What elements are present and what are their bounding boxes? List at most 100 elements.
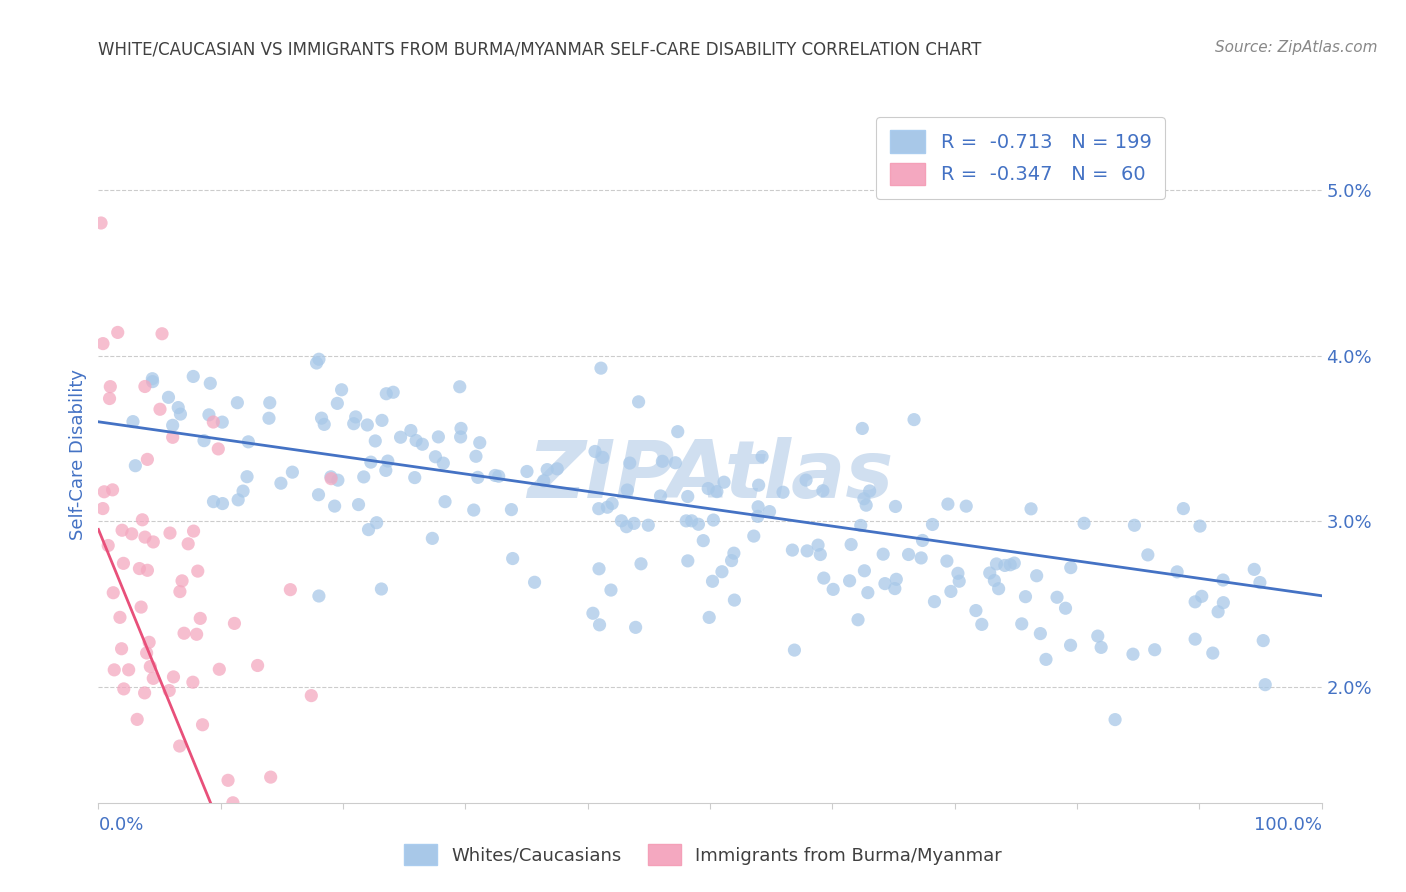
Text: 100.0%: 100.0% (1254, 816, 1322, 834)
Point (260, 770, 283, 784)
Point (897, 548, 920, 562)
Point (1029, 626, 1052, 640)
Point (630, 557, 652, 571)
Point (588, 617, 610, 632)
Point (434, 494, 457, 508)
Point (162, 670, 184, 684)
Point (321, 472, 343, 486)
Point (702, 513, 724, 527)
Point (924, 594, 946, 608)
Point (664, 456, 686, 470)
Point (523, 575, 546, 590)
Point (588, 562, 610, 576)
Point (356, 417, 378, 432)
Point (1136, 548, 1159, 562)
Point (651, 454, 673, 468)
Point (1249, 575, 1271, 590)
Point (859, 483, 882, 498)
Point (121, 526, 143, 541)
Point (1073, 516, 1095, 531)
Point (502, 551, 524, 566)
Point (1143, 642, 1166, 657)
Point (135, 646, 157, 660)
Point (127, 712, 149, 726)
Point (224, 616, 246, 631)
Point (758, 505, 780, 519)
Point (353, 470, 375, 484)
Point (939, 584, 962, 599)
Point (742, 529, 765, 543)
Point (702, 574, 724, 589)
Point (637, 518, 659, 533)
Point (856, 585, 879, 599)
Point (432, 456, 454, 470)
Point (232, 484, 254, 499)
Point (181, 369, 204, 384)
Point (208, 662, 231, 676)
Point (138, 635, 160, 649)
Point (157, 390, 180, 404)
Point (813, 571, 835, 585)
Point (128, 561, 150, 575)
Point (308, 488, 330, 502)
Point (1212, 596, 1234, 610)
Point (202, 494, 225, 508)
Point (188, 611, 211, 625)
Point (167, 401, 190, 415)
Point (1000, 558, 1022, 572)
Point (142, 535, 165, 549)
Point (720, 553, 742, 567)
Point (751, 450, 773, 464)
Point (170, 574, 193, 588)
Point (582, 607, 605, 621)
Point (427, 430, 450, 444)
Point (162, 418, 184, 433)
Point (872, 547, 894, 561)
Point (855, 498, 877, 512)
Text: 0.0%: 0.0% (98, 816, 143, 834)
Point (697, 610, 720, 624)
Point (910, 551, 932, 566)
Point (193, 434, 215, 448)
Point (149, 402, 172, 417)
Point (450, 430, 472, 444)
Point (110, 641, 132, 656)
Point (723, 593, 745, 607)
Point (257, 411, 280, 425)
Point (1019, 501, 1042, 516)
Point (692, 533, 714, 548)
Point (794, 473, 817, 487)
Point (873, 576, 896, 591)
Point (851, 421, 873, 435)
Point (616, 519, 638, 533)
Point (97, 539, 120, 553)
Point (124, 458, 146, 473)
Point (884, 572, 907, 586)
Point (236, 469, 259, 483)
Point (589, 361, 612, 376)
Point (139, 659, 162, 673)
Point (411, 437, 433, 451)
Point (314, 417, 336, 432)
Point (136, 563, 159, 577)
Point (134, 379, 156, 393)
Point (246, 658, 269, 673)
Point (142, 672, 165, 686)
Point (979, 566, 1001, 580)
Point (772, 485, 794, 500)
Point (150, 326, 173, 341)
Point (326, 473, 349, 487)
Point (1184, 595, 1206, 609)
Point (142, 375, 165, 389)
Point (468, 435, 491, 450)
Point (623, 516, 645, 531)
Point (103, 663, 125, 677)
Point (364, 434, 387, 448)
Point (305, 356, 328, 370)
Point (1212, 573, 1234, 587)
Point (238, 434, 260, 449)
Point (389, 430, 412, 444)
Point (141, 372, 163, 386)
Legend: R =  -0.713   N = 199, R =  -0.347   N =  60: R = -0.713 N = 199, R = -0.347 N = 60 (876, 117, 1166, 199)
Point (849, 518, 872, 533)
